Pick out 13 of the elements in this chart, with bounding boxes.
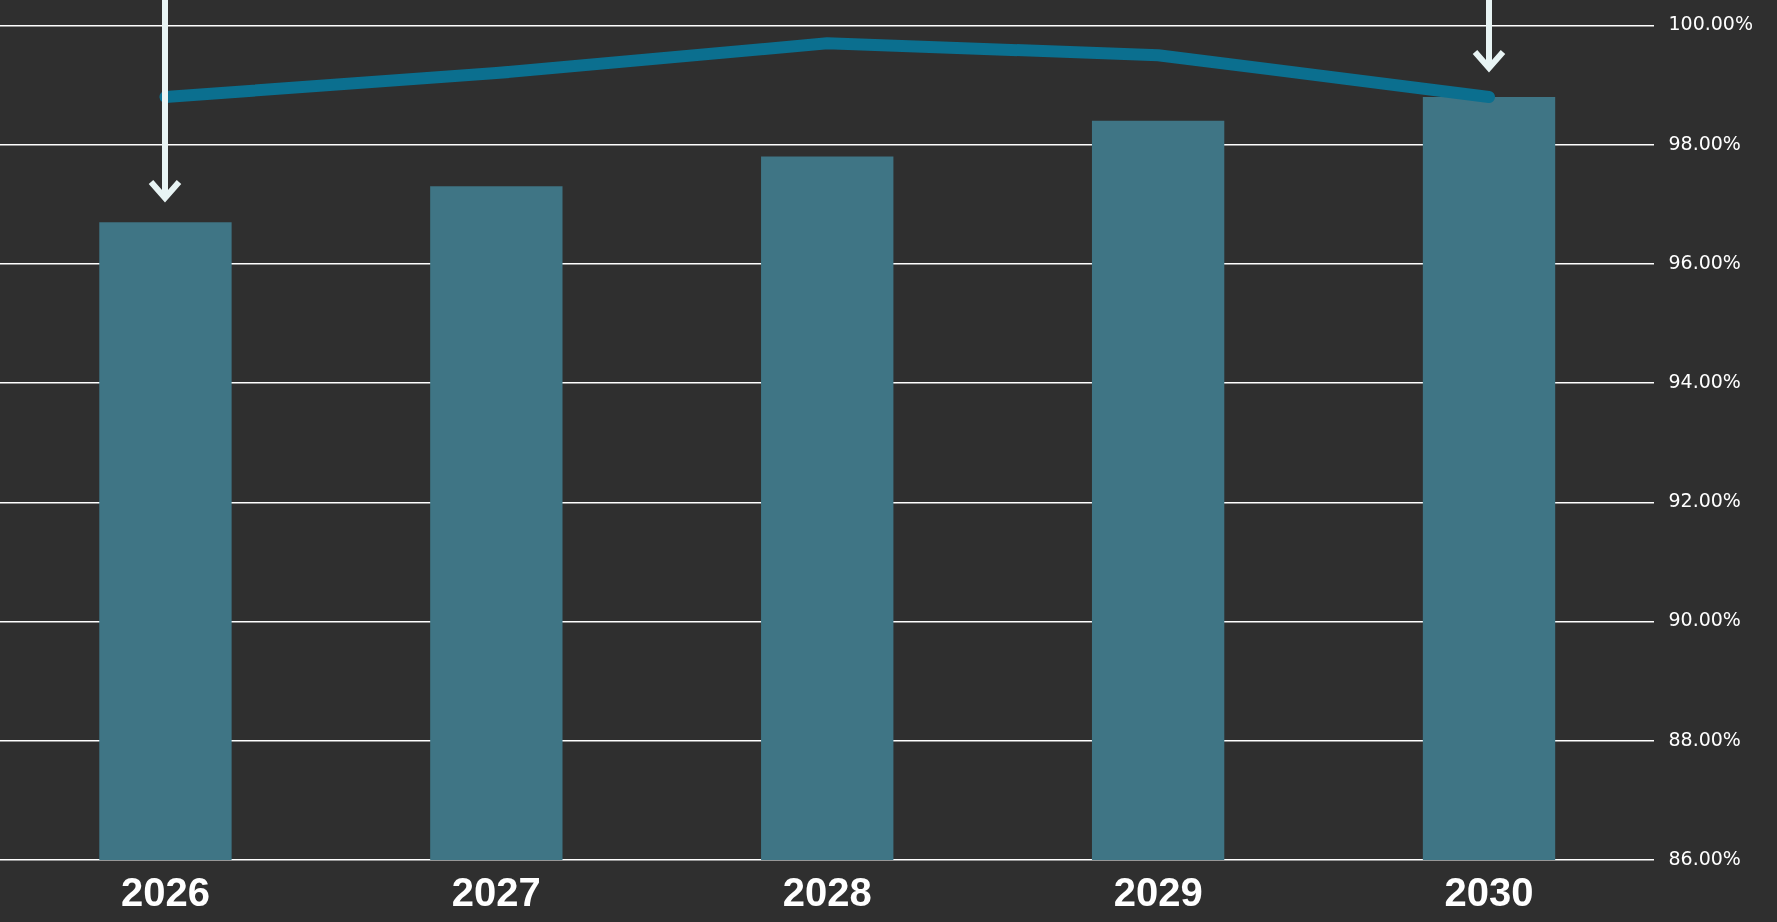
x-tick-label: 2030: [1444, 870, 1534, 915]
y-tick-label: 86.00%: [1668, 846, 1741, 869]
y-tick-label: 94.00%: [1668, 370, 1741, 393]
x-tick-label: 2026: [120, 870, 210, 915]
y-tick-label: 88.00%: [1668, 727, 1741, 750]
y-tick-label: 96.00%: [1668, 250, 1741, 273]
y-tick-label: 98.00%: [1668, 131, 1741, 154]
y-tick-label: 90.00%: [1668, 608, 1741, 631]
y-tick-label: 100.00%: [1668, 12, 1754, 35]
x-tick-label: 2029: [1113, 870, 1203, 915]
x-tick-label: 2027: [451, 870, 541, 915]
x-tick-label: 2028: [782, 870, 872, 915]
y-tick-label: 92.00%: [1668, 489, 1741, 512]
